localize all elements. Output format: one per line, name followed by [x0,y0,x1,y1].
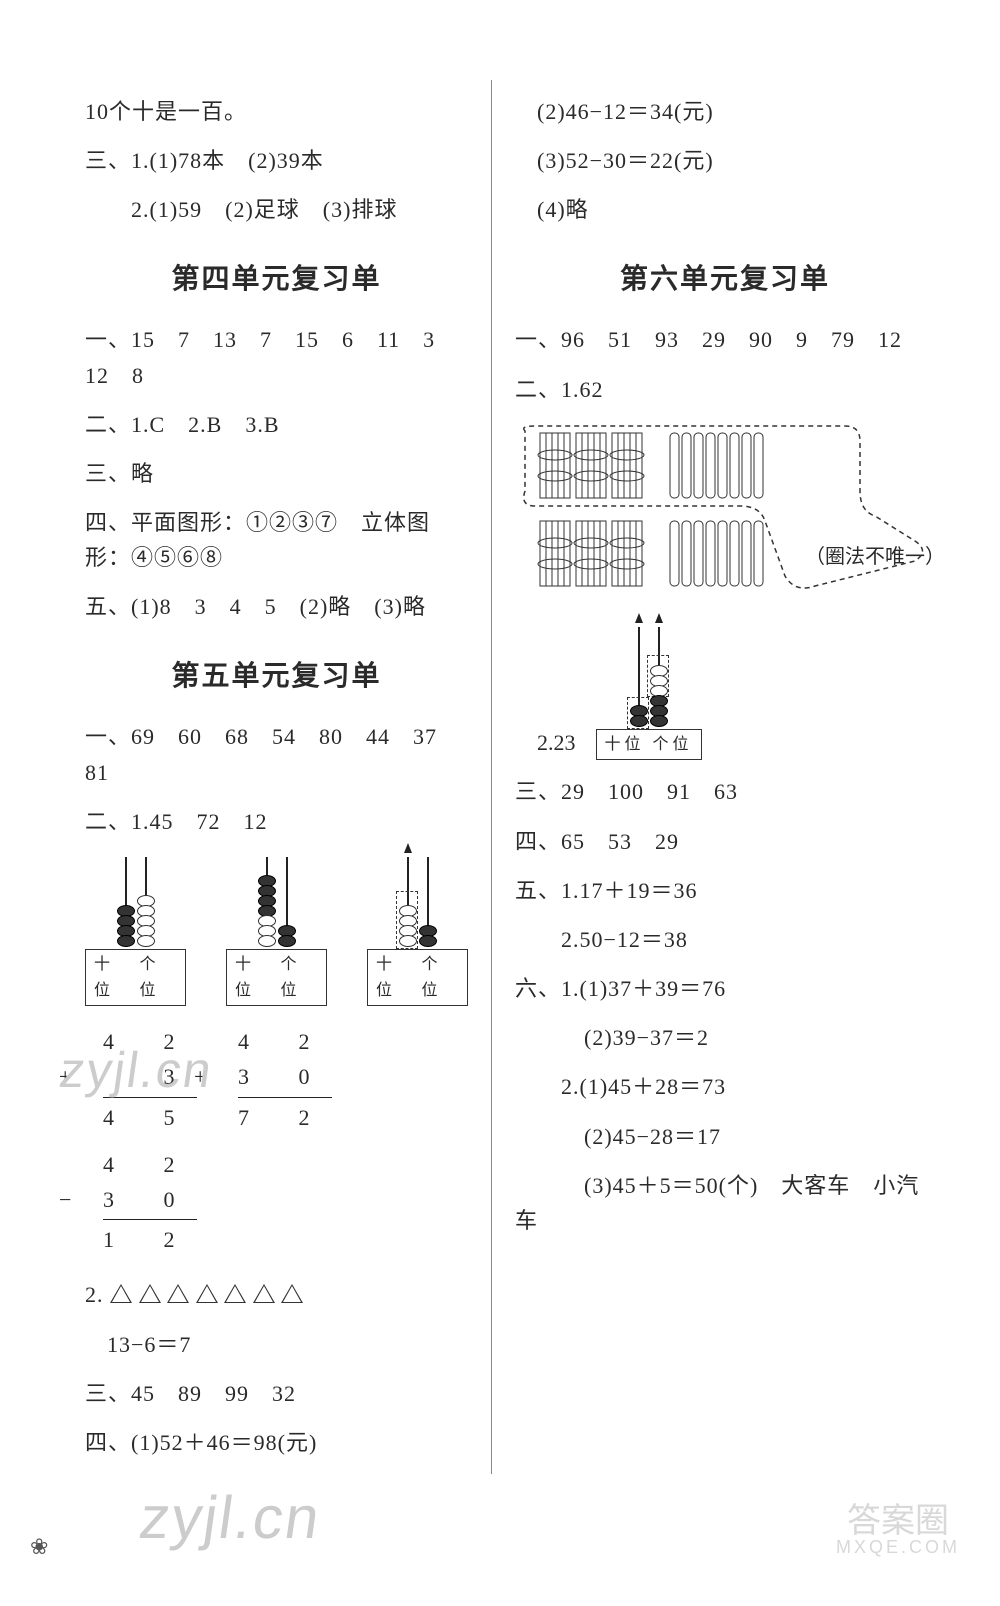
text-line: 一、15 7 13 7 15 6 11 3 12 8 [85,322,468,392]
calc-sign: − [59,1182,93,1217]
text-line: 10个十是一百。 [85,94,468,129]
leaf-icon: ❀ [30,1529,48,1564]
calc-row: 7 2 [238,1100,332,1135]
text-line: 五、1.17＋19＝36 [515,873,935,908]
text-line: (2)45−28＝17 [515,1119,935,1154]
text-line: 一、96 51 93 29 90 9 79 12 [515,322,935,357]
text-line: 三、1.(1)78本 (2)39本 [85,143,468,178]
text-line: 三、29 100 91 63 [515,774,935,809]
text-line: 一、69 60 68 54 80 44 37 81 [85,719,468,789]
triangle-icon [198,1286,216,1302]
abacus-row: 十位个位 十位个位 十位 [85,857,468,1006]
ones-label: 个位 [651,732,695,758]
tens-label: 十位 [603,732,647,758]
abacus-72: 十位个位 [226,857,327,1006]
vertical-calcs: 4 2 + 3 4 5 4 2 +3 0 7 2 4 2 −3 0 1 2 [85,1018,468,1263]
abacus-23: 十位个位 [596,627,702,761]
text-line: 六、1.(1)37＋39＝76 [515,971,935,1006]
triangle-icon [112,1286,130,1302]
unit5-heading: 第五单元复习单 [85,655,468,700]
text-line: 13−6＝7 [85,1327,468,1362]
text-line: (3)45＋5＝50(个) 大客车 小汽车 [515,1168,935,1238]
tens-label: 十位 [92,952,134,1003]
sticks-diagram: （圈法不唯一） [515,421,935,611]
calc-sign: + [59,1059,93,1094]
text-line: 五、(1)8 3 4 5 (2)略 (3)略 [85,589,468,624]
text-line: 2.(1)59 (2)足球 (3)排球 [85,192,468,227]
triangle-icon [226,1286,244,1302]
text-line: (2)46−12＝34(元) [515,94,935,129]
abacus-45: 十位个位 [85,857,186,1006]
tens-label: 十位 [233,952,275,1003]
calc-row: 3 0 [238,1064,332,1089]
watermark-answer-circle: 答案圈 MXQE.COM [836,1504,960,1556]
circle-note: （圈法不唯一） [805,541,945,573]
ones-label: 个位 [138,952,180,1003]
abacus-12: 十位个位 [367,857,468,1006]
text-line: 2.23 [515,725,576,760]
wm-text: MXQE.COM [836,1538,960,1556]
triangle-icon [169,1286,187,1302]
calc-row: 4 2 [103,1024,197,1059]
calc-row: 3 [109,1064,197,1089]
prefix: 2. [85,1282,104,1307]
calc-sign: + [194,1059,228,1094]
text-line: 四、65 53 29 [515,824,935,859]
left-column: 10个十是一百。 三、1.(1)78本 (2)39本 2.(1)59 (2)足球… [70,80,483,1474]
unit4-heading: 第四单元复习单 [85,258,468,303]
triangles-line: 2. [85,1277,468,1312]
text-line: 二、1.C 2.B 3.B [85,407,468,442]
tens-label: 十位 [374,952,416,1003]
calc-row: 3 0 [103,1187,197,1212]
unit6-heading: 第六单元复习单 [515,258,935,303]
column-divider [491,80,492,1474]
text-line: (4)略 [515,192,935,227]
text-line: 四、平面图形：①②③⑦ 立体图形：④⑤⑥⑧ [85,505,468,575]
triangle-icon [255,1286,273,1302]
sticks-svg [515,421,935,611]
calc-row: 1 2 [103,1222,197,1257]
ones-label: 个位 [279,952,321,1003]
triangle-icon [283,1286,301,1302]
text-line: (2)39−37＝2 [515,1020,935,1055]
text-line: 二、1.45 72 12 [85,804,468,839]
text-line: 三、略 [85,456,468,491]
calc-row: 4 2 [238,1024,332,1059]
text-line: 三、45 89 99 32 [85,1376,468,1411]
text-line: (3)52−30＝22(元) [515,143,935,178]
text-line: 二、1.62 [515,372,935,407]
text-line: 四、(1)52＋46＝98(元) [85,1425,468,1460]
calc-row: 4 2 [103,1147,197,1182]
calc-row: 4 5 [103,1100,197,1135]
text-line: 2.50−12＝38 [515,922,935,957]
right-column: (2)46−12＝34(元) (3)52−30＝22(元) (4)略 第六单元复… [500,80,950,1474]
ones-label: 个位 [420,952,462,1003]
wm-text: 答案圈 [836,1504,960,1538]
text-line: 2.(1)45＋28＝73 [515,1069,935,1104]
triangle-icon [141,1286,159,1302]
